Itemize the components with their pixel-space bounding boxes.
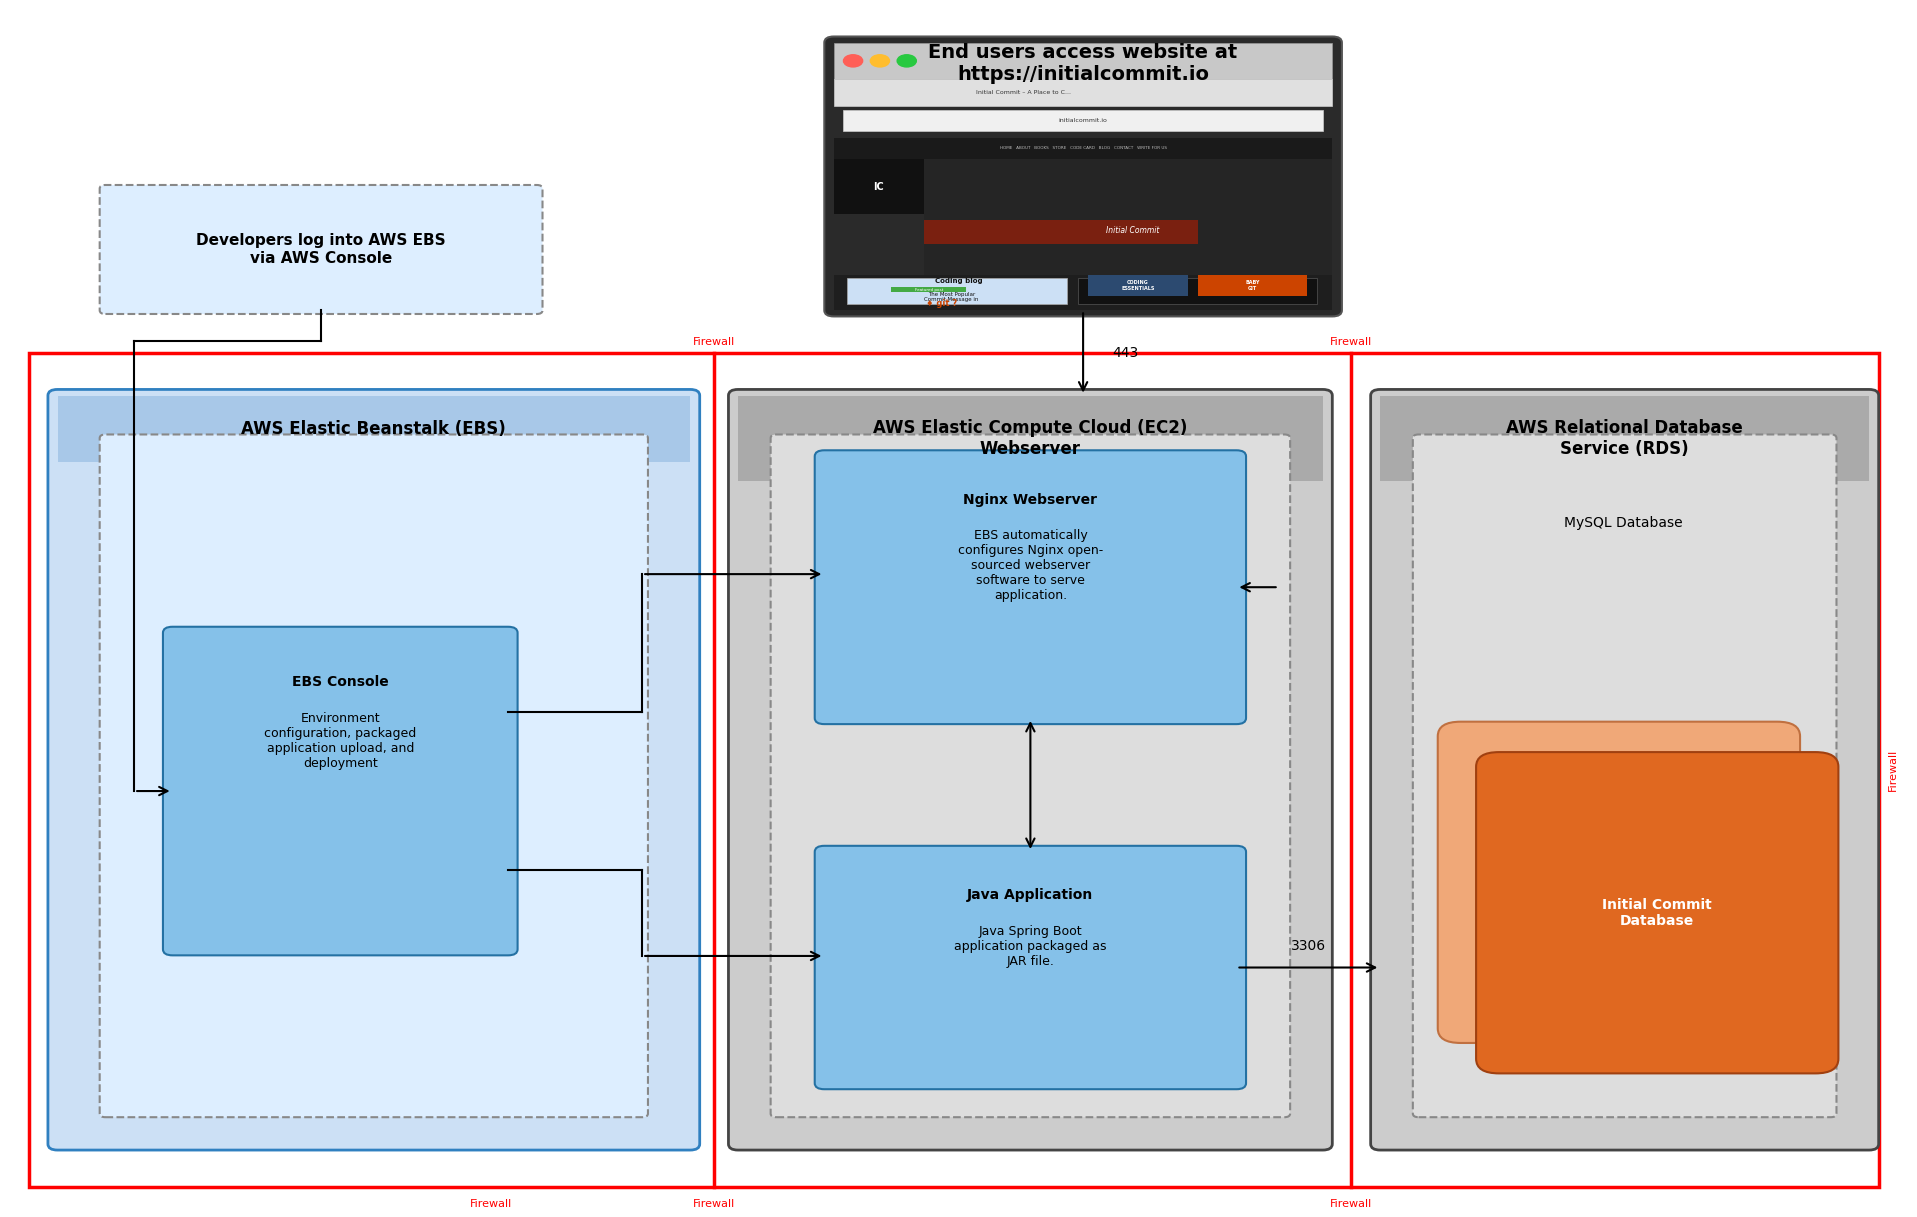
Text: CODING
ESSENTIALS: CODING ESSENTIALS	[1121, 280, 1154, 291]
Bar	[834, 79, 1332, 106]
Text: Environment
configuration, packaged
application upload, and
deployment: Environment configuration, packaged appl…	[265, 712, 416, 770]
Text: Initial Commit – A Place to C...: Initial Commit – A Place to C...	[976, 90, 1072, 95]
Bar	[1077, 277, 1317, 304]
Bar	[58, 396, 690, 462]
FancyBboxPatch shape	[1476, 752, 1838, 1073]
FancyBboxPatch shape	[48, 389, 700, 1150]
Bar	[847, 277, 1066, 304]
Text: Developers log into AWS EBS
via AWS Console: Developers log into AWS EBS via AWS Cons…	[196, 234, 447, 265]
Bar	[834, 43, 1332, 79]
FancyBboxPatch shape	[100, 434, 648, 1117]
Text: Firewall: Firewall	[1330, 1199, 1373, 1208]
FancyBboxPatch shape	[824, 37, 1342, 316]
FancyBboxPatch shape	[771, 434, 1290, 1117]
Bar	[29, 353, 1879, 1187]
FancyBboxPatch shape	[100, 185, 543, 314]
FancyBboxPatch shape	[163, 627, 518, 955]
Bar	[834, 159, 924, 214]
Text: EBS automatically
configures Nginx open-
sourced webserver
software to serve
app: EBS automatically configures Nginx open-…	[958, 529, 1102, 602]
Text: Coding books: Coding books	[1171, 279, 1225, 285]
Text: Java Spring Boot
application packaged as
JAR file.: Java Spring Boot application packaged as…	[955, 925, 1106, 968]
FancyBboxPatch shape	[1371, 389, 1879, 1150]
FancyBboxPatch shape	[815, 846, 1246, 1089]
Bar	[891, 287, 966, 292]
Text: MySQL Database: MySQL Database	[1564, 516, 1683, 531]
Circle shape	[897, 55, 916, 67]
Bar	[834, 275, 1332, 310]
Text: Firewall: Firewall	[1330, 337, 1373, 347]
Bar	[834, 138, 1332, 159]
Bar	[1089, 275, 1189, 296]
Text: Initial Commit: Initial Commit	[1106, 226, 1160, 235]
Bar	[738, 396, 1323, 481]
Text: Nginx Webserver: Nginx Webserver	[964, 493, 1097, 507]
Text: Firewall: Firewall	[1888, 748, 1898, 791]
Text: IC: IC	[874, 181, 884, 192]
Text: AWS Relational Database
Service (RDS): AWS Relational Database Service (RDS)	[1507, 419, 1743, 458]
Text: EBS Console: EBS Console	[291, 675, 389, 690]
FancyBboxPatch shape	[815, 450, 1246, 724]
Circle shape	[870, 55, 889, 67]
Text: AWS Elastic Compute Cloud (EC2)
Webserver: AWS Elastic Compute Cloud (EC2) Webserve…	[874, 419, 1187, 458]
Bar	[843, 110, 1323, 131]
Text: Firewall: Firewall	[692, 337, 736, 347]
Text: initialcommit.io: initialcommit.io	[1058, 118, 1108, 123]
Text: AWS Elastic Beanstalk (EBS): AWS Elastic Beanstalk (EBS)	[242, 420, 506, 438]
Text: Firewall: Firewall	[470, 1199, 512, 1208]
Text: 443: 443	[1112, 346, 1139, 360]
FancyBboxPatch shape	[728, 389, 1332, 1150]
Text: Firewall: Firewall	[692, 1199, 736, 1208]
Text: End users access website at
https://initialcommit.io: End users access website at https://init…	[928, 43, 1238, 84]
Text: Java Application: Java Application	[968, 888, 1093, 903]
Text: BABY
GIT: BABY GIT	[1246, 280, 1259, 291]
Text: ♦ git ?: ♦ git ?	[926, 299, 957, 308]
Bar	[1380, 396, 1869, 481]
FancyBboxPatch shape	[1413, 434, 1836, 1117]
Bar	[924, 220, 1198, 245]
Text: HOME   ABOUT   BOOKS   STORE   CODE CARD   BLOG   CONTACT   WRITE FOR US: HOME ABOUT BOOKS STORE CODE CARD BLOG CO…	[999, 146, 1167, 151]
Text: Coding blog: Coding blog	[935, 279, 982, 285]
Text: Featured post: Featured post	[914, 287, 943, 292]
Text: 3306: 3306	[1290, 938, 1327, 953]
Text: Initial Commit
Database: Initial Commit Database	[1603, 898, 1712, 927]
Bar	[924, 159, 1332, 275]
Circle shape	[843, 55, 863, 67]
Bar	[1198, 275, 1307, 296]
FancyBboxPatch shape	[1438, 722, 1800, 1043]
Text: The Most Popular
Commit Message in: The Most Popular Commit Message in	[924, 292, 978, 302]
